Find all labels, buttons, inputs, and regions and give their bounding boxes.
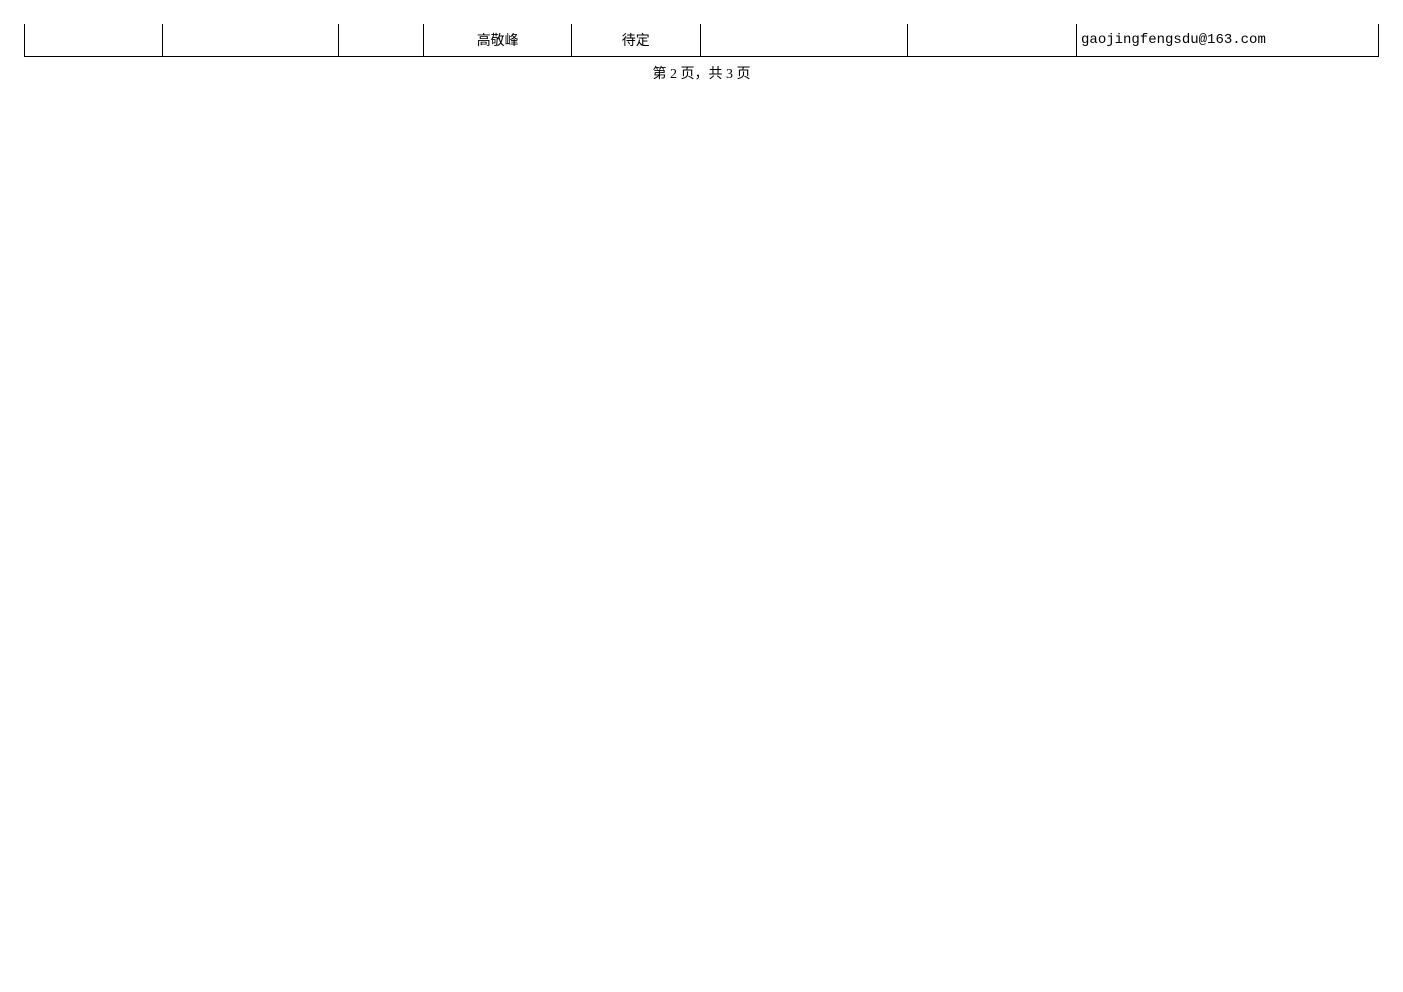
major-cell <box>163 24 339 57</box>
page-footer: 第 2 页，共 3 页 <box>24 57 1379 83</box>
exam-cell <box>700 24 907 57</box>
contact-cell <box>907 24 1076 57</box>
status-cell: 待定 <box>571 24 700 57</box>
mode-cell <box>339 24 424 57</box>
instructor-name-cell: 高敬峰 <box>424 24 572 57</box>
email-cell: gaojingfengsdu@163.com <box>1077 24 1379 57</box>
catalog-table: 高敬峰待定 gaojingfengsdu@163.com <box>24 24 1379 57</box>
dept-cell <box>25 24 163 57</box>
